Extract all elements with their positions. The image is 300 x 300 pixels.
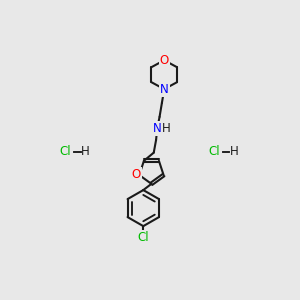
Text: N: N	[160, 82, 169, 96]
Text: Cl: Cl	[208, 145, 220, 158]
Text: Cl: Cl	[60, 145, 71, 158]
Text: H: H	[230, 145, 238, 158]
Text: O: O	[160, 54, 169, 67]
Text: Cl: Cl	[137, 231, 149, 244]
Text: H: H	[162, 122, 171, 135]
Text: O: O	[132, 168, 141, 181]
Text: H: H	[81, 145, 89, 158]
Text: N: N	[153, 122, 162, 135]
